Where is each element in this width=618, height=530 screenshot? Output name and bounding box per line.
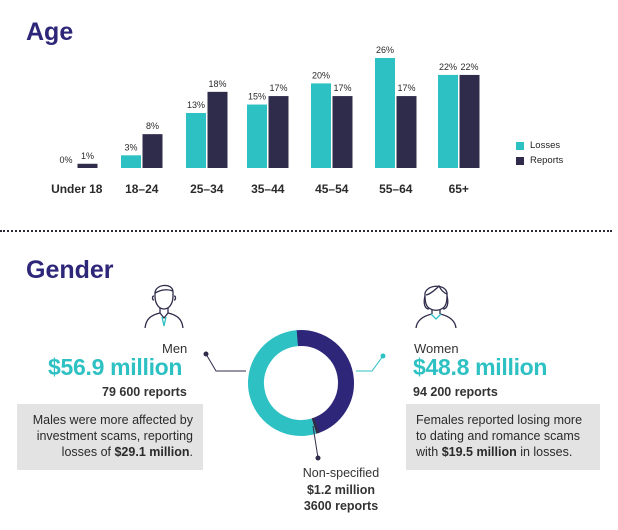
woman-icon [415,284,457,329]
section-divider [0,230,612,232]
legend-losses-label: Losses [530,140,561,151]
bar-reports-2 [207,91,228,168]
women-label: Women [414,341,459,356]
nonspecified-leader-line [312,425,319,459]
men-note-end: . [189,445,193,459]
data-label-losses-1: 3% [124,142,137,152]
bar-losses-3 [247,104,267,168]
bar-losses-1 [121,155,141,168]
data-label-losses-3: 15% [248,92,266,102]
men-amount: $56.9 million [48,354,183,380]
data-label-reports-0: 1% [81,151,94,161]
data-label-reports-3: 17% [269,83,287,93]
category-label-3: 35–44 [251,182,285,196]
legend-losses: Losses [516,138,563,153]
women-amount: $48.8 million [413,354,548,380]
losses-swatch [516,141,524,150]
category-label-4: 45–54 [315,182,349,196]
reports-swatch [516,156,524,165]
men-leader-line [205,353,246,372]
women-leader-line [356,355,384,372]
data-label-reports-5: 17% [397,83,415,93]
bar-reports-1 [142,134,163,168]
women-note-text: Females reported losing more to dating a… [416,413,583,459]
chart-legend: Losses Reports [516,138,563,168]
women-leader-dot [380,353,386,359]
data-label-reports-2: 18% [208,79,226,89]
nonspecified-reports: 3600 reports [303,499,379,513]
women-note-end: in losses. [516,445,573,459]
data-label-reports-6: 22% [460,62,478,72]
data-label-losses-5: 26% [376,45,394,55]
men-note-amount: $29.1 million [114,445,190,459]
men-note-text: Males were more affected by investment s… [32,413,193,459]
data-label-losses-4: 20% [312,70,330,80]
bar-reports-0 [77,163,98,168]
data-label-reports-1: 8% [146,121,159,131]
bar-losses-2 [186,113,206,168]
bar-reports-4 [332,96,353,168]
nonspecified-amount: $1.2 million [306,483,376,497]
bar-reports-3 [268,96,289,168]
category-label-5: 55–64 [379,182,413,196]
category-label-2: 25–34 [190,182,224,196]
bar-reports-5 [396,96,417,168]
category-label-6: 65+ [449,182,469,196]
nonspecified-label: Non-specified [302,466,380,480]
data-label-losses-2: 13% [187,100,205,110]
donut-slice-non-specified [248,330,355,436]
bar-reports-6 [459,74,480,168]
men-note: Males were more affected by investment s… [17,404,203,470]
donut-slice-men [248,330,354,436]
category-label-0: Under 18 [51,182,103,196]
bar-losses-5 [375,58,395,168]
women-reports: 94 200 reports [413,385,498,399]
category-label-1: 18–24 [125,182,159,196]
legend-reports-label: Reports [530,155,564,166]
data-label-losses-6: 22% [439,62,457,72]
nonspecified-leader-dot [315,455,321,461]
women-note: Females reported losing more to dating a… [406,404,600,470]
men-leader-dot [203,351,209,357]
men-label: Men [162,341,188,356]
age-bar-chart: 0% 1%Under 183%8%18–2413%18%25–3415%17%35… [51,45,480,196]
age-heading: Age [26,18,74,46]
men-reports: 79 600 reports [102,385,187,399]
women-note-amount: $19.5 million [441,445,517,459]
data-label-reports-4: 17% [333,83,351,93]
gender-heading: Gender [26,256,114,284]
legend-reports: Reports [516,153,563,168]
bar-losses-4 [311,83,331,168]
bar-losses-6 [438,74,458,168]
man-icon [144,284,184,329]
data-label-losses-0: 0% [59,155,72,165]
